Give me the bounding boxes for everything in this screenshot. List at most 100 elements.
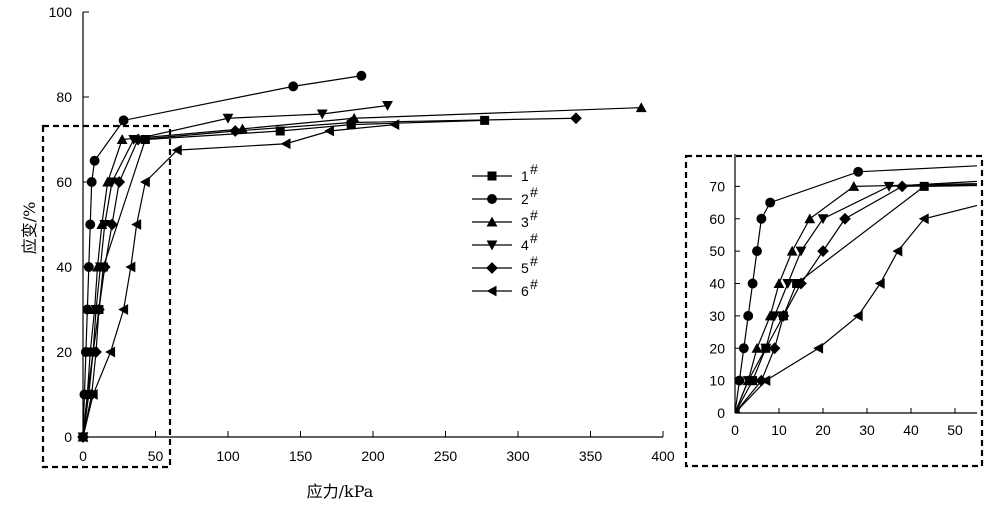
legend: 1#2#3#4#5#6#: [472, 161, 538, 299]
legend-label-superscript: #: [530, 230, 538, 246]
x-tick-label: 150: [289, 448, 313, 464]
y-tick-label: 0: [64, 429, 72, 445]
inset-y-tick-label: 0: [717, 405, 725, 421]
inset-data-point: [752, 246, 762, 256]
data-point: [288, 81, 298, 91]
x-tick-label: 300: [506, 448, 530, 464]
inset-x-tick-label: 30: [859, 422, 875, 438]
legend-label: 5: [521, 260, 529, 276]
legend-label-superscript: #: [530, 207, 538, 223]
legend-item: 1#: [472, 161, 538, 184]
inset-data-point: [804, 213, 815, 223]
inset-x-tick-label: 0: [731, 422, 739, 438]
series-line: [83, 125, 395, 437]
inset-data-point: [853, 167, 863, 177]
inset-data-point: [919, 213, 929, 224]
legend-item: 4#: [472, 230, 538, 253]
inset-series-line: [735, 138, 1000, 413]
data-point: [229, 125, 241, 137]
inset-x-tick-label: 40: [903, 422, 919, 438]
legend-item: 5#: [472, 253, 538, 276]
inset-series-line: [735, 170, 1000, 413]
series-line: [83, 120, 485, 437]
x-tick-label: 250: [434, 448, 458, 464]
inset-y-tick-label: 10: [709, 373, 725, 389]
inset-series-line: [735, 175, 1000, 413]
series-line: [83, 106, 388, 438]
series-line: [83, 108, 641, 437]
y-axis-title: 应变/%: [20, 202, 39, 255]
series-5: [77, 112, 582, 442]
data-point: [281, 138, 291, 149]
x-tick-label: 400: [651, 448, 675, 464]
data-point: [118, 304, 128, 315]
inset-data-point: [818, 214, 829, 224]
legend-marker: [486, 262, 498, 274]
inset-data-point: [875, 278, 885, 289]
legend-label-superscript: #: [530, 276, 538, 292]
legend-item: 2#: [472, 184, 538, 207]
x-tick-label: 50: [148, 448, 164, 464]
inset-y-tick-label: 40: [709, 276, 725, 292]
legend-item: 6#: [472, 276, 538, 299]
x-tick-label: 350: [579, 448, 603, 464]
legend-label: 1: [521, 168, 529, 184]
inset-data-point: [739, 343, 749, 353]
inset-series-6: [730, 175, 1000, 418]
inset-x-tick-label: 10: [771, 422, 787, 438]
legend-item: 3#: [472, 207, 538, 230]
inset-data-point: [892, 246, 902, 257]
inset-series-1: [731, 172, 1000, 418]
inset-data-point: [839, 213, 851, 225]
inset-y-tick-label: 70: [709, 178, 725, 194]
inset-data-point: [748, 279, 758, 289]
main-plot: 0 50 100 150 200 250 300 350 400 0 20 40 60 80 100 应力/k…: [20, 4, 675, 501]
y-tick-label: 20: [56, 344, 72, 360]
inset-data-point: [817, 245, 829, 257]
data-point: [87, 177, 97, 187]
legend-marker: [487, 286, 497, 297]
x-tick-label: 200: [361, 448, 385, 464]
data-point: [84, 262, 94, 272]
inset-y-tick-label: 20: [709, 340, 725, 356]
data-point: [105, 347, 115, 358]
legend-marker: [487, 194, 497, 204]
legend-label-superscript: #: [530, 184, 538, 200]
data-point: [85, 220, 95, 230]
data-point: [389, 119, 399, 130]
y-tick-label: 60: [56, 174, 72, 190]
y-tick-label: 100: [49, 4, 73, 20]
inset-frame-box: [686, 156, 982, 466]
inset-data-point: [756, 214, 766, 224]
inset-x-tick-label: 50: [947, 422, 963, 438]
y-tick-label: 40: [56, 259, 72, 275]
legend-label: 6: [521, 283, 529, 299]
legend-label: 4: [521, 237, 529, 253]
inset-data-point: [884, 182, 895, 192]
inset-data-point: [765, 198, 775, 208]
inset-data-point: [896, 181, 908, 193]
inset-series-line: [735, 172, 1000, 413]
series-line: [83, 76, 361, 437]
data-point: [356, 71, 366, 81]
inset-series-2: [730, 138, 1000, 418]
legend-label-superscript: #: [530, 253, 538, 269]
data-point: [119, 115, 129, 125]
legend-label: 2: [521, 191, 529, 207]
x-axis-title: 应力/kPa: [307, 482, 374, 501]
legend-label-superscript: #: [530, 161, 538, 177]
legend-label: 3: [521, 214, 529, 230]
inset-data-point: [813, 343, 823, 354]
inset-data-point: [743, 311, 753, 321]
data-point: [90, 156, 100, 166]
y-tick-label: 80: [56, 89, 72, 105]
inset-y-tick-label: 50: [709, 243, 725, 259]
x-tick-label: 0: [79, 448, 87, 464]
legend-marker: [488, 172, 497, 181]
x-tick-label: 100: [216, 448, 240, 464]
series-4: [78, 101, 393, 442]
inset-data-point: [734, 376, 744, 386]
series-1: [79, 116, 490, 442]
inset-y-tick-label: 60: [709, 211, 725, 227]
